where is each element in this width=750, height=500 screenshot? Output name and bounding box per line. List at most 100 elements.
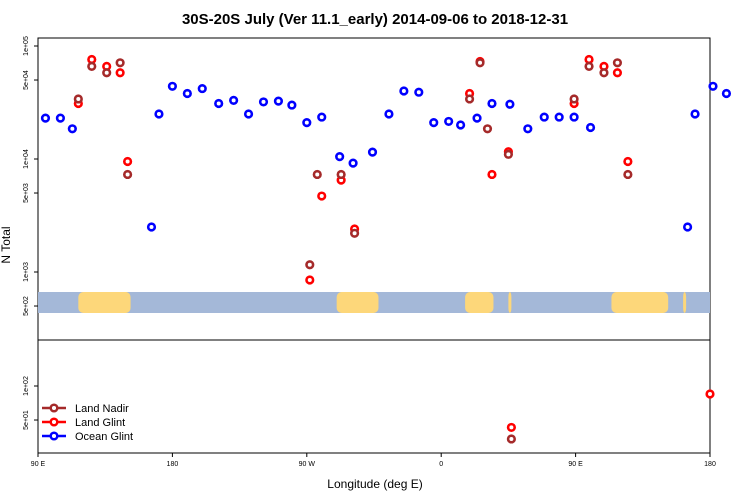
data-point-ocean-glint — [539, 112, 549, 122]
data-point-land-glint — [705, 389, 715, 399]
chart-title: 30S-20S July (Ver 11.1_early) 2014-09-06… — [182, 11, 568, 28]
data-point-ocean-glint — [487, 98, 497, 109]
data-point-ocean-glint — [384, 109, 394, 119]
x-tick-label: 90 E — [31, 461, 46, 468]
y-tick-label: 1e+02 — [23, 376, 30, 396]
data-point-ocean-glint — [273, 96, 284, 106]
x-tick-label: 90 E — [568, 461, 583, 468]
data-point-land-nadir — [506, 434, 516, 444]
data-point-land-glint — [115, 68, 125, 78]
data-point-ocean-glint — [146, 222, 157, 232]
data-point-land-nadir — [482, 124, 493, 134]
x-tick-label: 90 W — [299, 461, 316, 468]
data-point-ocean-glint — [55, 113, 66, 123]
data-point-ocean-glint — [214, 98, 224, 109]
data-point-land-nadir — [305, 260, 315, 270]
data-point-ocean-glint — [40, 113, 51, 123]
data-point-land-glint — [623, 156, 633, 167]
data-point-land-glint — [317, 191, 327, 201]
legend-label-ocean-glint: Ocean Glint — [75, 431, 133, 443]
data-point-ocean-glint — [243, 109, 254, 119]
data-point-ocean-glint — [444, 116, 454, 127]
land-region — [508, 292, 512, 313]
legend-marker-ocean-glint — [49, 431, 59, 441]
upper-data-points — [40, 54, 732, 285]
data-point-ocean-glint — [167, 81, 177, 91]
data-point-land-nadir — [599, 68, 609, 78]
legend-label-land-glint: Land Glint — [75, 417, 125, 429]
data-point-land-glint — [87, 54, 97, 65]
legend-item-land-glint: Land Glint — [42, 417, 125, 429]
data-point-ocean-glint — [682, 222, 693, 232]
data-point-ocean-glint — [429, 117, 439, 128]
data-point-land-glint — [506, 422, 516, 433]
y-tick-label: 1e+05 — [23, 36, 30, 56]
data-point-land-nadir — [87, 61, 97, 71]
data-point-ocean-glint — [258, 97, 269, 107]
y-axis-label: N Total — [0, 226, 13, 263]
land-region — [683, 292, 687, 313]
y-tick-label: 1e+03 — [23, 262, 30, 282]
data-point-ocean-glint — [472, 113, 482, 123]
data-point-ocean-glint — [414, 87, 424, 97]
x-tick-label: 180 — [704, 461, 716, 468]
data-point-land-nadir — [122, 169, 133, 180]
land-region — [611, 292, 669, 313]
data-point-land-nadir — [503, 149, 514, 159]
land-region — [465, 292, 494, 313]
land-region — [336, 292, 379, 313]
data-point-ocean-glint — [335, 152, 345, 162]
data-point-ocean-glint — [456, 120, 466, 130]
data-point-ocean-glint — [585, 122, 596, 133]
legend-label-land-nadir: Land Nadir — [75, 403, 129, 415]
legend-marker-land-glint — [49, 417, 59, 427]
data-point-land-nadir — [349, 228, 360, 238]
data-point-ocean-glint — [708, 81, 718, 91]
data-point-land-nadir — [623, 169, 633, 180]
data-point-land-nadir — [475, 58, 485, 68]
data-point-ocean-glint — [317, 112, 327, 122]
x-axis: 90 E 180 90 W 0 90 E 180 — [31, 453, 716, 468]
y-tick-label: 5e+03 — [23, 183, 30, 203]
land-region — [78, 292, 131, 313]
data-point-land-nadir — [464, 94, 475, 104]
legend: Land Nadir Land Glint Ocean Glint — [42, 403, 133, 443]
data-point-ocean-glint — [505, 99, 515, 109]
x-axis-label: Longitude (deg E) — [327, 477, 422, 491]
data-point-land-glint — [305, 275, 315, 285]
data-point-ocean-glint — [182, 88, 192, 99]
data-point-land-nadir — [569, 94, 579, 104]
data-point-ocean-glint — [367, 147, 378, 157]
data-point-land-glint — [612, 68, 623, 78]
data-point-ocean-glint — [348, 158, 358, 168]
data-point-ocean-glint — [197, 83, 207, 94]
data-point-ocean-glint — [554, 112, 564, 122]
data-point-ocean-glint — [67, 124, 77, 134]
data-point-land-glint — [122, 156, 133, 167]
data-point-ocean-glint — [399, 86, 409, 96]
lower-y-axis: 1e+02 5e+01 — [23, 376, 38, 430]
x-tick-label: 0 — [439, 461, 443, 468]
data-point-ocean-glint — [154, 109, 164, 119]
lower-data-points — [506, 389, 715, 444]
y-tick-label: 5e+01 — [23, 410, 30, 430]
y-tick-label: 5e+04 — [23, 70, 30, 90]
data-point-land-glint — [487, 169, 497, 180]
data-point-land-glint — [584, 54, 594, 65]
data-point-ocean-glint — [721, 88, 732, 99]
data-point-ocean-glint — [690, 109, 700, 119]
x-tick-label: 180 — [167, 461, 179, 468]
lower-plot-frame — [37, 339, 711, 454]
data-point-ocean-glint — [229, 95, 239, 106]
data-point-land-nadir — [312, 169, 322, 180]
data-point-ocean-glint — [569, 112, 579, 122]
data-point-ocean-glint — [287, 100, 297, 110]
legend-marker-land-nadir — [49, 403, 59, 413]
y-tick-label: 1e+04 — [23, 149, 30, 169]
data-point-land-nadir — [584, 61, 594, 71]
legend-item-land-nadir: Land Nadir — [42, 403, 129, 415]
data-point-ocean-glint — [523, 124, 533, 134]
y-tick-label: 5e+02 — [23, 296, 30, 316]
upper-y-axis: 1e+05 5e+04 1e+04 5e+03 1e+03 5e+02 — [23, 36, 38, 316]
